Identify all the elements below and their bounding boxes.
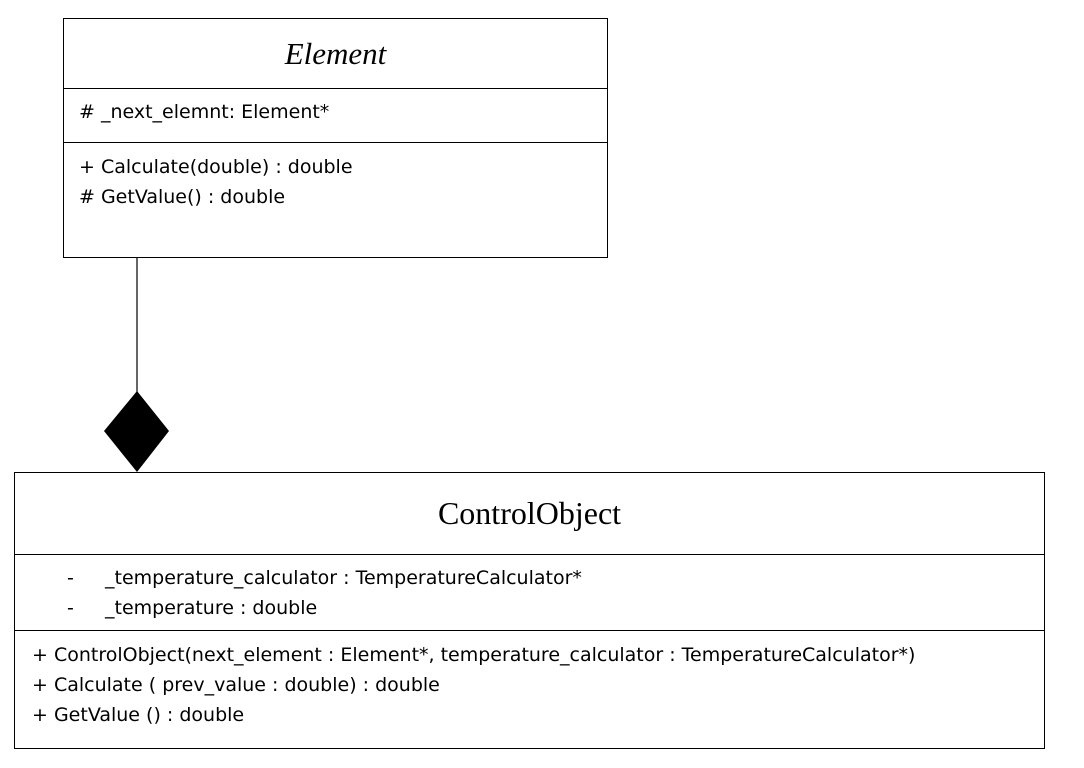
control-object-attributes-compartment: - _temperature_calculator : TemperatureCa… [15,555,1044,631]
control-object-operation: + GetValue () : double [32,704,245,726]
control-object-operations-compartment: + ControlObject(next_element : Element*,… [15,631,1044,730]
element-class-box[interactable]: Element # _next_elemnt: Element* + Calcu… [63,18,608,258]
attribute-bullet: - [67,597,74,619]
element-operation: # GetValue() : double [79,186,286,208]
element-attribute: # _next_elemnt: Element* [79,101,330,123]
attribute-bullet: - [67,567,74,589]
composition-diamond-icon [104,391,169,472]
control-object-operation: + Calculate ( prev_value : double) : dou… [32,674,440,696]
control-object-class-box[interactable]: ControlObject - _temperature_calculator :… [14,472,1045,749]
control-object-class-name: ControlObject [437,495,622,531]
element-operations-compartment: + Calculate(double) : double # GetValue(… [64,143,607,212]
attribute-text: _temperature_calculator : TemperatureCal… [105,567,582,589]
element-attributes-compartment: # _next_elemnt: Element* [64,89,607,143]
control-object-attribute: - _temperature_calculator : TemperatureCa… [15,563,1044,593]
attribute-text: _temperature : double [105,597,318,619]
element-name-compartment: Element [64,19,607,89]
control-object-operation: + ControlObject(next_element : Element*,… [32,644,916,666]
control-object-attribute: - _temperature : double [15,593,1044,623]
element-class-name: Element [284,35,387,71]
control-object-name-compartment: ControlObject [15,473,1044,555]
element-operation: + Calculate(double) : double [79,156,353,178]
